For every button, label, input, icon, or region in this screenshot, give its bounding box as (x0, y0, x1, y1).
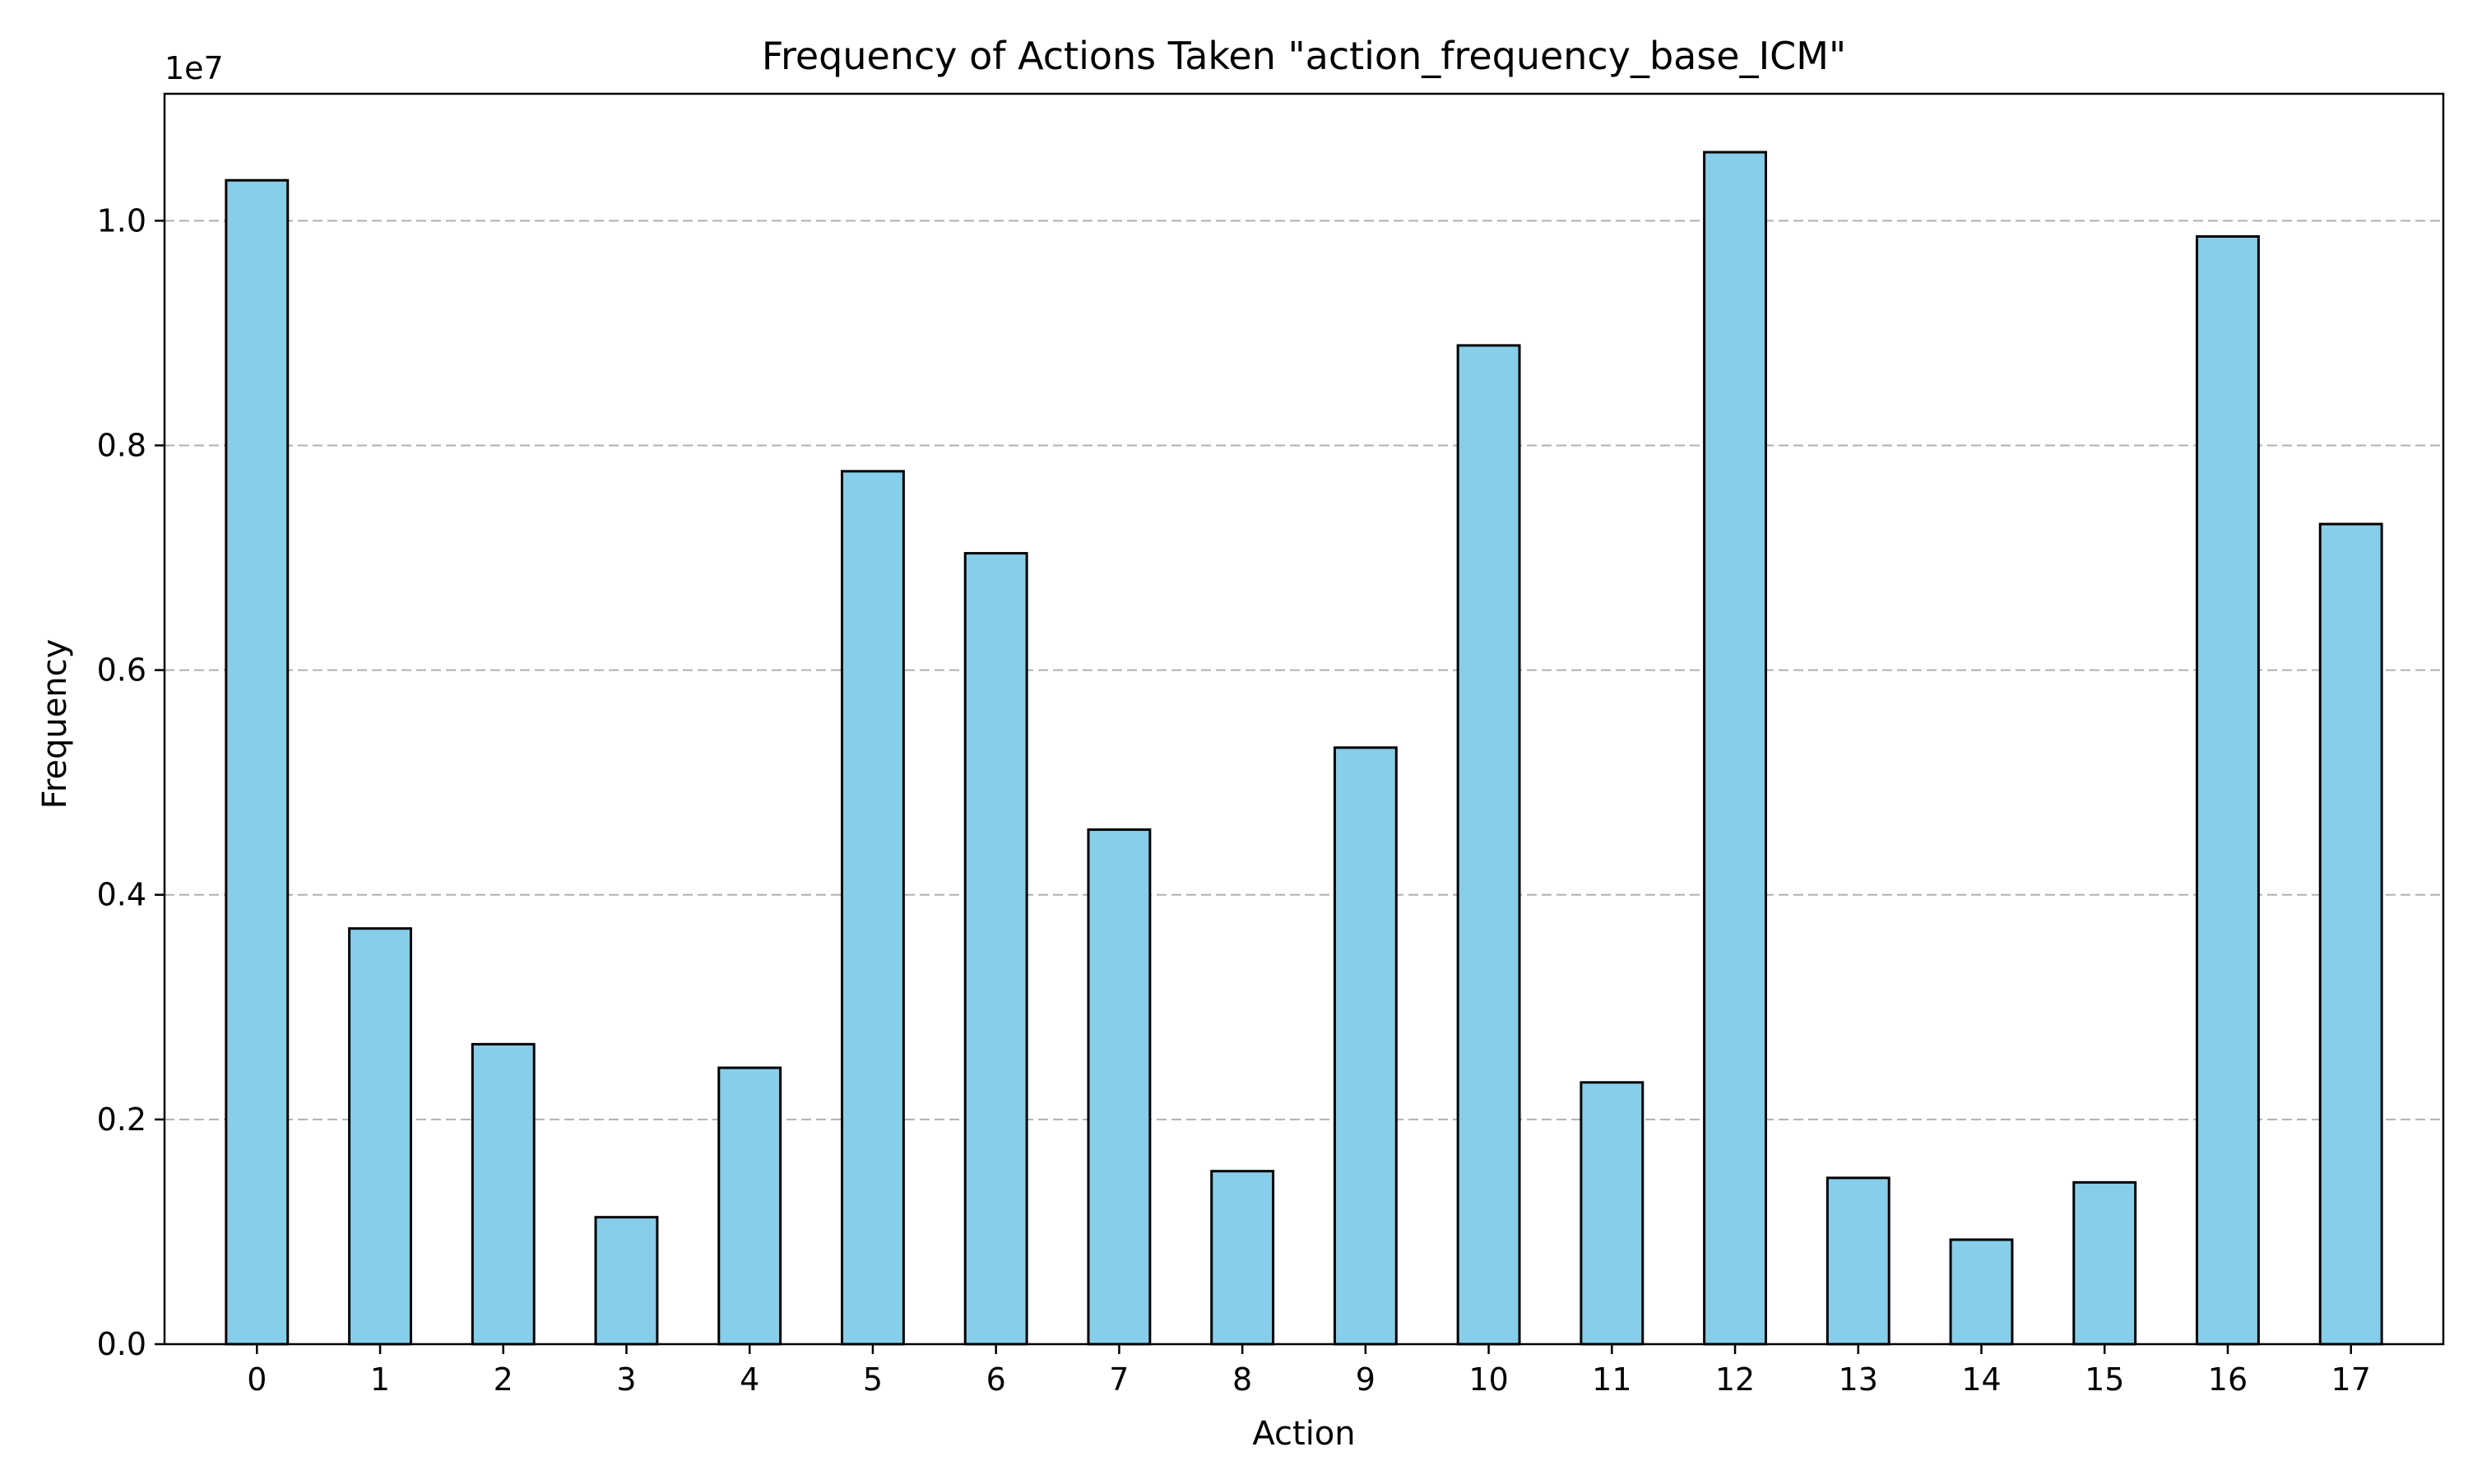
y-axis-offset-label: 1e7 (165, 50, 224, 86)
y-tick-label-5: 1.0 (97, 202, 146, 239)
x-tick-label-1: 1 (370, 1361, 390, 1398)
bar-10 (1456, 344, 1521, 1346)
x-tick-label-15: 15 (2085, 1361, 2124, 1398)
x-tick-label-16: 16 (2208, 1361, 2248, 1398)
bar-14 (1949, 1238, 2014, 1346)
bar-15 (2072, 1180, 2137, 1346)
x-tick-label-17: 17 (2331, 1361, 2371, 1398)
x-tick-label-5: 5 (863, 1361, 883, 1398)
axes: 0.00.20.40.60.81.00 1 2 3 4 5 6 7 8 9 10 11 12 13 14 15… (97, 92, 2445, 1398)
x-tick-label-14: 14 (1961, 1361, 2001, 1398)
x-tick-label-8: 8 (1232, 1361, 1252, 1398)
y-tick-label-4: 0.8 (97, 427, 146, 463)
x-tick-label-13: 13 (1839, 1361, 1878, 1398)
bar-3 (594, 1216, 659, 1346)
bar-6 (963, 552, 1028, 1346)
bar-4 (717, 1066, 782, 1346)
bar-9 (1333, 746, 1398, 1346)
x-tick-label-3: 3 (616, 1361, 636, 1398)
bars (225, 151, 2383, 1346)
bar-1 (348, 927, 412, 1346)
x-tick-label-2: 2 (494, 1361, 513, 1398)
x-tick-label-4: 4 (740, 1361, 759, 1398)
y-axis-label: Frequency (36, 639, 74, 809)
bar-17 (2318, 522, 2383, 1346)
chart-title: Frequency of Actions Taken "action_frequ… (762, 34, 1846, 78)
x-tick-label-11: 11 (1592, 1361, 1631, 1398)
y-tick-label-3: 0.6 (97, 652, 146, 689)
bar-8 (1210, 1170, 1275, 1346)
y-tick-label-2: 0.4 (97, 877, 146, 913)
x-tick-label-6: 6 (986, 1361, 1006, 1398)
x-tick-label-0: 0 (247, 1361, 267, 1398)
bar-7 (1087, 828, 1152, 1346)
bar-13 (1825, 1176, 1890, 1346)
y-tick-label-0: 0.0 (97, 1326, 146, 1362)
bar-0 (225, 179, 290, 1346)
x-axis-label: Action (1252, 1415, 1355, 1453)
bar-2 (471, 1042, 536, 1346)
x-tick-label-12: 12 (1715, 1361, 1755, 1398)
x-tick-label-7: 7 (1109, 1361, 1129, 1398)
x-tick-label-10: 10 (1468, 1361, 1508, 1398)
bar-16 (2196, 234, 2260, 1346)
bar-5 (841, 470, 905, 1346)
y-tick-label-1: 0.2 (97, 1101, 146, 1138)
plot-frame (163, 92, 2445, 1346)
x-tick-label-9: 9 (1356, 1361, 1375, 1398)
bar-12 (1703, 151, 1767, 1346)
bar-11 (1580, 1081, 1645, 1346)
